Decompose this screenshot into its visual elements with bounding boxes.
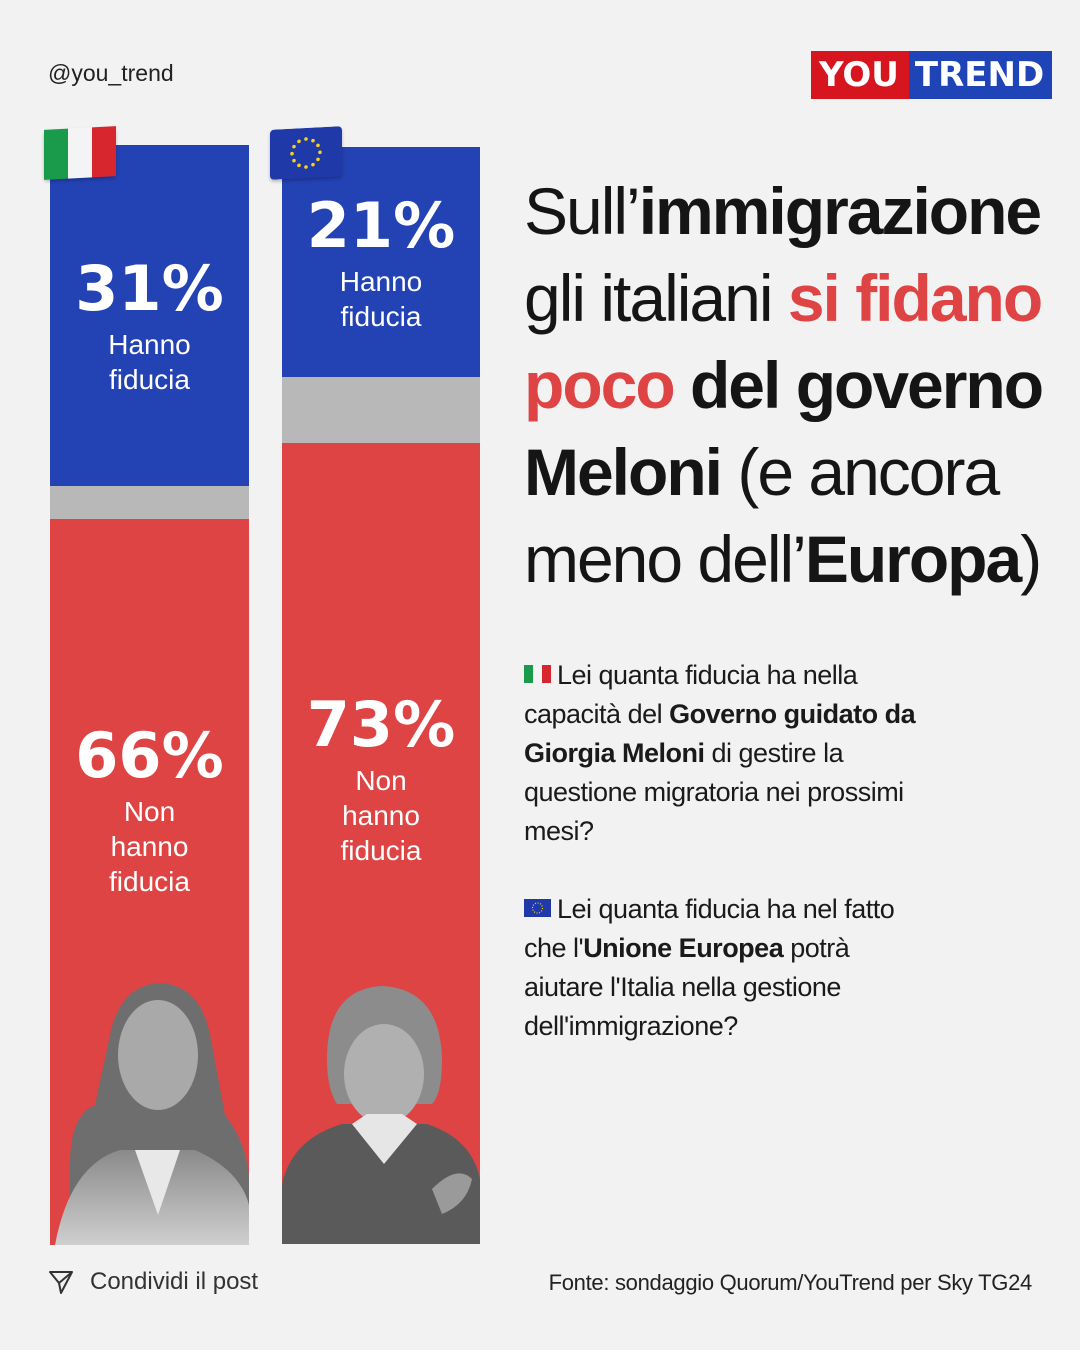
eu-mini-flag-icon — [524, 899, 551, 917]
von-der-leyen-portrait — [282, 986, 480, 1244]
question-europa: Lei quanta fiducia ha nel fatto che l'Un… — [524, 894, 895, 1041]
meloni-portrait — [55, 983, 249, 1245]
bar-unione-europea: 21% Hanno fiducia 73% Non hanno fiducia — [282, 147, 480, 1244]
gov-distrust-value: 66% — [75, 719, 224, 792]
logo-trend: TREND — [908, 51, 1053, 99]
gov-trust-label: Hanno fiducia — [108, 329, 191, 395]
eu-trust-label: Hanno fiducia — [339, 265, 423, 332]
bar-eu-unknown-segment — [282, 377, 480, 443]
share-label: Condividi il post — [90, 1268, 259, 1295]
eu-trust-value: 21% — [306, 188, 456, 262]
share-post-button[interactable]: Condividi il post — [48, 1268, 258, 1296]
account-handle: @you_trend — [48, 60, 174, 86]
eu-distrust-label: Non hanno fiducia — [340, 765, 422, 866]
italy-flag-icon — [44, 126, 116, 180]
question-governo: Lei quanta fiducia ha nella capacità del… — [524, 660, 916, 846]
bar-gov-distrust-segment — [50, 519, 249, 1245]
eu-distrust-value: 73% — [306, 688, 456, 761]
gov-distrust-label: Non hanno fiducia — [109, 796, 190, 897]
bar-eu-distrust-segment — [282, 443, 480, 1244]
eu-flag-icon — [270, 126, 342, 180]
source-note: Fonte: sondaggio Quorum/YouTrend per Sky… — [548, 1270, 1033, 1295]
italy-mini-flag-icon — [524, 665, 551, 683]
bar-governo-meloni: 31% Hanno fiducia 66% Non hanno fiducia — [50, 145, 249, 1245]
bar-eu-trust-segment — [282, 147, 480, 377]
bar-gov-trust-segment — [50, 145, 249, 486]
send-icon — [49, 1271, 73, 1294]
youtrend-logo: YOU TREND — [811, 51, 1053, 99]
bar-gov-unknown-segment — [50, 486, 249, 519]
headline: Sull’immigrazione gli italiani si fidano… — [524, 174, 1044, 596]
gov-trust-value: 31% — [75, 252, 224, 325]
logo-you: YOU — [811, 51, 909, 99]
